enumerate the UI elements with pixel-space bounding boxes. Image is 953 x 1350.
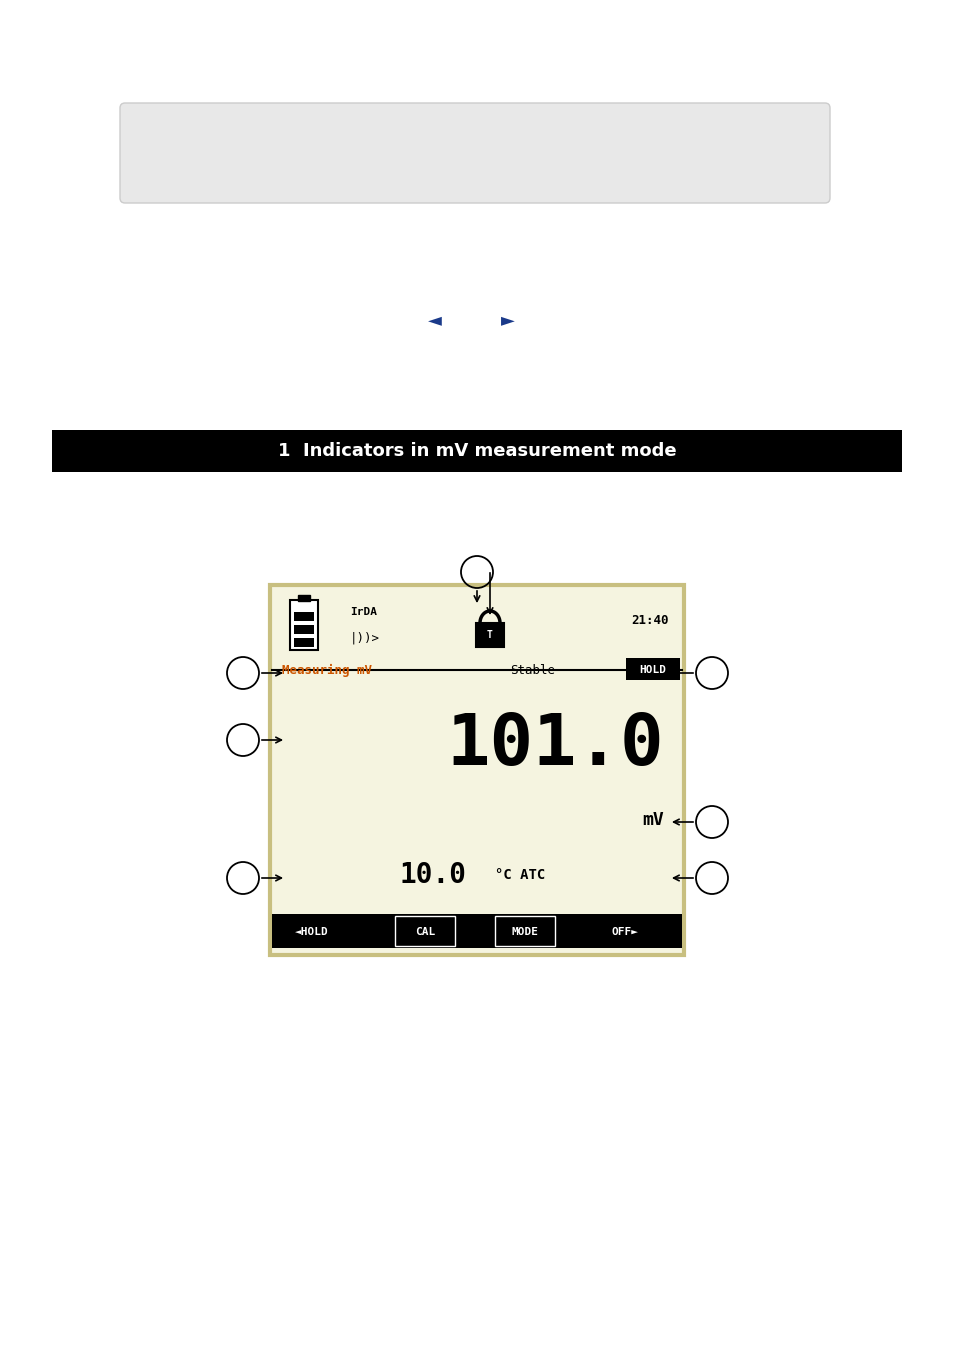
Text: |))>: |))> <box>350 630 379 644</box>
Text: mV: mV <box>641 811 663 829</box>
Text: 21:40: 21:40 <box>631 613 668 626</box>
Bar <box>495 917 555 946</box>
Bar <box>52 431 901 472</box>
Text: MODE: MODE <box>511 927 537 937</box>
Bar <box>270 585 683 954</box>
Bar <box>297 595 310 601</box>
Bar <box>294 639 314 647</box>
Bar <box>625 657 679 680</box>
Text: ◄HOLD: ◄HOLD <box>294 927 329 937</box>
FancyBboxPatch shape <box>120 103 829 202</box>
Text: 10.0: 10.0 <box>399 861 467 890</box>
Text: 1  Indicators in mV measurement mode: 1 Indicators in mV measurement mode <box>277 441 676 460</box>
Bar <box>272 914 681 948</box>
Text: Measuring mV: Measuring mV <box>282 663 372 676</box>
Text: OFF►: OFF► <box>611 927 638 937</box>
Text: T: T <box>487 630 493 640</box>
Text: CAL: CAL <box>415 927 435 937</box>
Text: ◄: ◄ <box>428 310 441 329</box>
Bar <box>476 622 503 647</box>
Bar <box>294 612 314 621</box>
Bar <box>290 599 317 649</box>
Bar <box>294 625 314 634</box>
Text: HOLD: HOLD <box>639 666 666 675</box>
Text: °C ATC: °C ATC <box>495 868 545 882</box>
Text: IrDA: IrDA <box>350 608 376 617</box>
Text: ►: ► <box>500 310 515 329</box>
Text: 101.0: 101.0 <box>446 710 663 779</box>
Text: Stable: Stable <box>510 663 555 676</box>
Bar <box>395 917 455 946</box>
